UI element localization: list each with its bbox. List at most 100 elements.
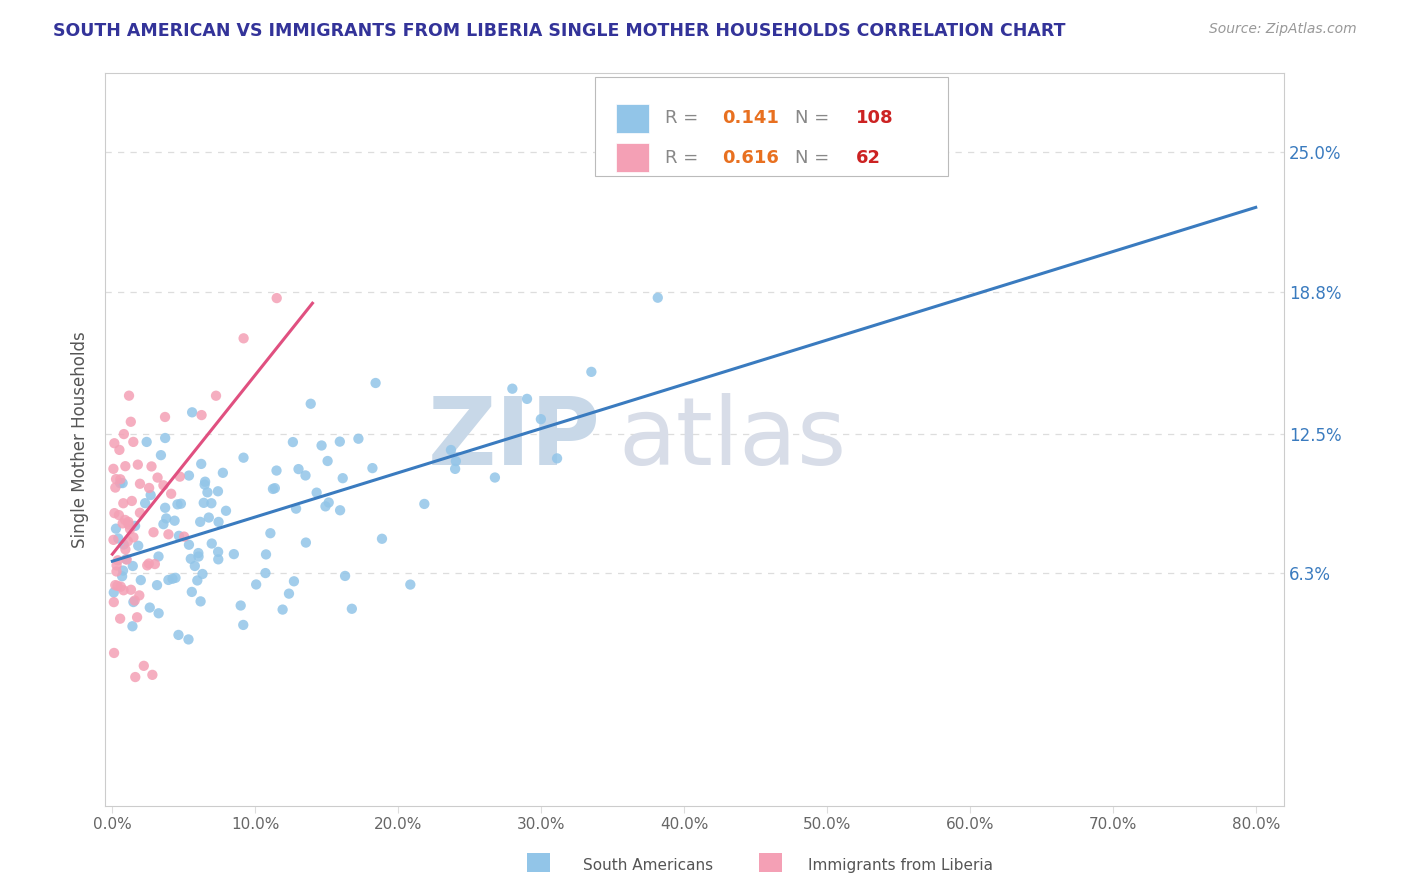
Text: 108: 108 [856,109,894,128]
Point [120,582,142,597]
Point [141,459,163,474]
Point [173,530,195,544]
Text: 62: 62 [856,149,882,167]
Text: Immigrants from Liberia: Immigrants from Liberia [808,858,994,872]
Point [146,578,169,592]
Point [111,569,134,583]
Point [122,434,145,449]
Point [107,579,129,593]
Point [117,515,139,529]
Point [104,578,127,592]
Point [212,466,235,480]
Point [103,595,125,609]
Point [232,618,254,632]
Point [157,573,180,587]
Point [103,462,125,476]
Point [190,408,212,422]
Text: N =: N = [794,149,835,167]
Point [105,565,128,579]
Point [127,458,149,472]
Point [148,549,170,564]
Point [132,658,155,673]
Point [361,461,384,475]
Point [138,557,160,571]
Point [444,454,467,468]
Point [103,646,125,660]
Point [146,470,169,484]
Point [266,291,288,305]
Point [333,569,356,583]
FancyBboxPatch shape [595,77,948,176]
Point [180,585,202,599]
Text: Source: ZipAtlas.com: Source: ZipAtlas.com [1209,22,1357,37]
Point [232,450,254,465]
Point [124,593,146,607]
Point [153,409,176,424]
Point [121,494,143,508]
Point [112,564,135,578]
Point [152,517,174,532]
Point [187,546,209,560]
Point [112,537,135,551]
Point [107,532,129,546]
Point [127,610,149,624]
Point [138,481,160,495]
Point [136,558,159,573]
Point [207,552,229,566]
Point [364,376,387,390]
Point [105,472,128,486]
Text: 0.141: 0.141 [721,109,779,128]
Point [157,527,180,541]
Point [111,476,134,491]
Point [114,513,136,527]
Point [162,572,184,586]
Point [305,485,328,500]
Point [191,566,214,581]
Point [114,542,136,557]
Point [167,628,190,642]
Point [110,472,132,486]
Point [332,471,354,485]
Text: R =: R = [665,109,704,128]
Point [198,510,221,524]
Point [222,547,245,561]
Bar [616,143,648,172]
Point [197,485,219,500]
Point [177,468,200,483]
Point [193,496,215,510]
Point [207,484,229,499]
Point [112,583,135,598]
Point [148,607,170,621]
Point [200,496,222,510]
Point [371,532,394,546]
Point [294,468,316,483]
Point [121,619,143,633]
Point [118,522,141,536]
Point [107,553,129,567]
Point [152,478,174,492]
Point [103,436,125,450]
Point [128,589,150,603]
Text: N =: N = [794,109,835,128]
Point [112,427,135,442]
Point [285,501,308,516]
Point [122,595,145,609]
Point [111,516,134,531]
Point [139,488,162,502]
Text: 0.616: 0.616 [721,149,779,167]
Point [121,559,143,574]
Point [104,481,127,495]
Point [165,571,187,585]
Point [108,476,131,491]
Point [120,415,142,429]
Point [143,557,166,571]
Point [117,534,139,549]
Point [329,503,352,517]
Point [108,612,131,626]
Text: South Americans: South Americans [583,858,714,872]
Point [647,291,669,305]
Point [546,451,568,466]
Point [115,552,138,566]
Point [103,533,125,547]
Point [177,538,200,552]
